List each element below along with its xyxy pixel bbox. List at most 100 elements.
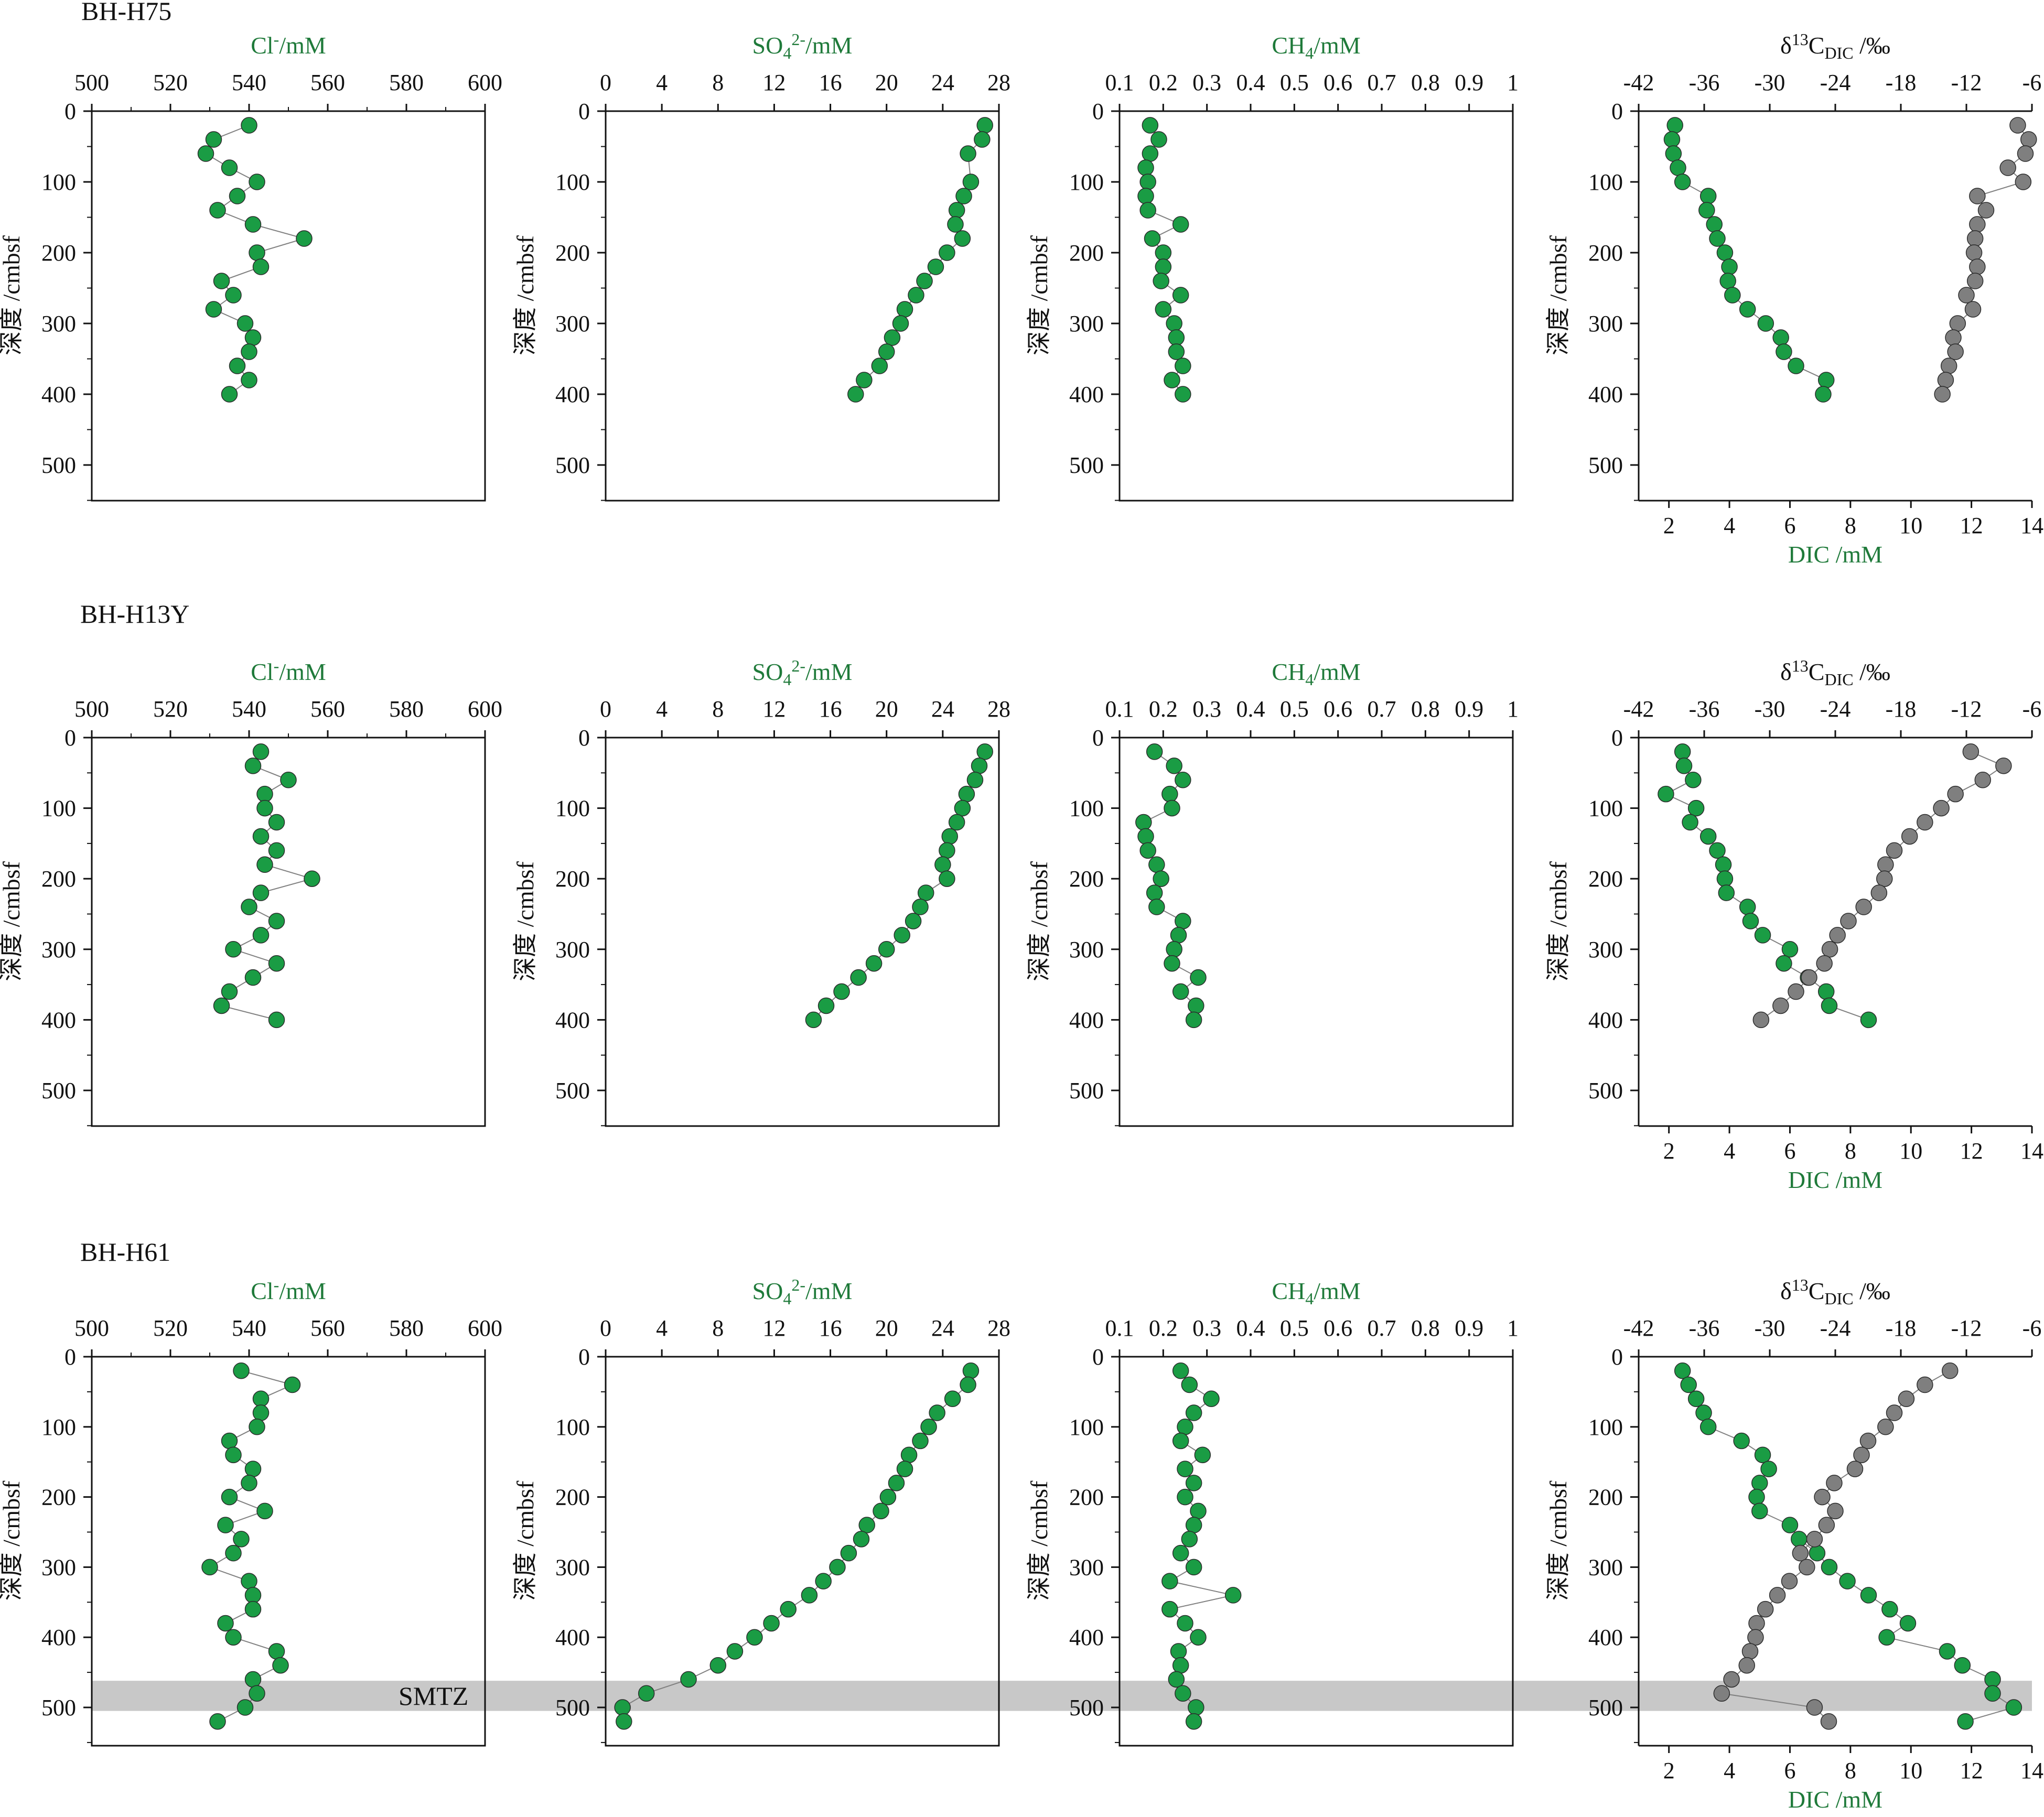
data-point xyxy=(1674,1362,1691,1379)
y-axis-label: 深度 /cmbsf xyxy=(1545,1480,1572,1600)
top-tick-label: 0 xyxy=(600,70,611,95)
data-point xyxy=(927,258,944,275)
y-tick-label: 0 xyxy=(64,1344,76,1370)
top-tick-label: -36 xyxy=(1689,1315,1720,1341)
data-point xyxy=(244,1671,262,1688)
bottom-tick-label: 6 xyxy=(1784,513,1795,538)
y-tick-label: 500 xyxy=(1069,1078,1104,1104)
data-point xyxy=(221,386,238,403)
top-tick-label: 0.5 xyxy=(1280,1315,1309,1341)
data-point xyxy=(1769,1587,1786,1604)
data-point xyxy=(252,927,270,944)
data-point xyxy=(1146,743,1163,760)
data-point xyxy=(960,145,976,162)
y-tick-label: 100 xyxy=(41,169,76,195)
data-point xyxy=(217,1517,234,1533)
data-point xyxy=(1687,799,1705,817)
data-point xyxy=(958,785,975,803)
x2-axis-label: DIC /mM xyxy=(1788,1166,1882,1193)
data-point xyxy=(1792,1544,1809,1562)
data-point xyxy=(1153,870,1169,887)
top-tick-label: 540 xyxy=(232,70,266,95)
data-point xyxy=(1801,969,1817,986)
data-point xyxy=(1665,145,1682,162)
y-tick-label: 100 xyxy=(1588,169,1623,195)
data-point xyxy=(871,358,888,374)
data-point xyxy=(1817,372,1835,388)
data-point xyxy=(1741,1643,1759,1660)
data-point xyxy=(1670,159,1686,176)
top-tick-label: 0.6 xyxy=(1324,70,1352,95)
data-point xyxy=(197,145,214,162)
data-point xyxy=(948,202,965,219)
y-tick-label: 100 xyxy=(1588,796,1623,821)
data-point xyxy=(1150,131,1167,148)
data-point xyxy=(1190,1502,1207,1520)
x-axis-label: CH4/mM xyxy=(1272,658,1360,689)
data-point xyxy=(947,216,964,233)
top-tick-label: 0.4 xyxy=(1236,70,1265,95)
top-tick-label: -24 xyxy=(1820,696,1851,722)
top-tick-label: 600 xyxy=(468,70,502,95)
data-point xyxy=(1901,828,1918,845)
y-tick-label: 200 xyxy=(41,240,76,266)
top-tick-label: -30 xyxy=(1755,696,1785,722)
data-point xyxy=(1172,216,1189,233)
top-tick-label: 0.2 xyxy=(1149,1315,1178,1341)
data-point xyxy=(1964,301,1982,318)
data-point xyxy=(1194,1446,1211,1464)
top-tick-label: 12 xyxy=(762,696,786,722)
top-tick-label: 8 xyxy=(712,1315,724,1341)
x-axis-label: δ13CDIC /‰ xyxy=(1780,656,1890,689)
data-point xyxy=(896,301,913,318)
data-point xyxy=(1781,1517,1799,1533)
y-tick-label: 300 xyxy=(41,937,76,962)
data-point xyxy=(225,287,242,304)
data-point xyxy=(1799,1559,1815,1576)
data-point xyxy=(920,1419,937,1435)
data-point xyxy=(805,1011,822,1029)
x-axis-label: CH4/mM xyxy=(1272,32,1360,62)
top-tick-label: 4 xyxy=(656,696,668,722)
data-point xyxy=(233,1362,250,1379)
y-tick-label: 300 xyxy=(555,937,590,962)
data-point xyxy=(1820,1713,1837,1730)
data-point xyxy=(1139,174,1156,190)
top-tick-label: 12 xyxy=(762,70,786,95)
data-point xyxy=(1757,1600,1774,1618)
data-point xyxy=(944,1390,961,1408)
data-point xyxy=(1709,230,1726,247)
top-tick-label: 0.1 xyxy=(1105,1315,1134,1341)
data-point xyxy=(2017,145,2034,162)
data-point xyxy=(894,927,910,944)
data-point xyxy=(205,301,222,318)
data-point xyxy=(1859,1432,1877,1450)
data-point xyxy=(966,772,984,788)
top-tick-label: 0.3 xyxy=(1192,1315,1221,1341)
plot-frame xyxy=(91,110,486,502)
data-point xyxy=(1181,1531,1198,1548)
data-point xyxy=(1161,785,1178,803)
data-point xyxy=(1685,772,1702,788)
data-point xyxy=(241,117,257,134)
data-point xyxy=(1137,188,1154,204)
data-point xyxy=(225,941,242,958)
y-tick-label: 200 xyxy=(555,240,590,266)
bottom-tick-label: 12 xyxy=(1960,513,1983,538)
data-point xyxy=(900,1446,918,1464)
data-point xyxy=(1666,117,1683,134)
data-point xyxy=(241,372,257,388)
top-tick-label: 0.4 xyxy=(1236,696,1265,722)
data-point xyxy=(268,1643,285,1660)
data-point xyxy=(1947,343,1964,360)
y-tick-label: 500 xyxy=(1588,1695,1623,1721)
data-point xyxy=(241,343,257,360)
data-point xyxy=(1772,329,1789,346)
y-tick-label: 200 xyxy=(1069,1485,1104,1510)
data-point xyxy=(905,913,922,929)
data-point xyxy=(1172,1544,1189,1562)
data-point xyxy=(892,315,909,332)
top-tick-label: 540 xyxy=(232,1315,266,1341)
data-point xyxy=(1172,287,1189,304)
